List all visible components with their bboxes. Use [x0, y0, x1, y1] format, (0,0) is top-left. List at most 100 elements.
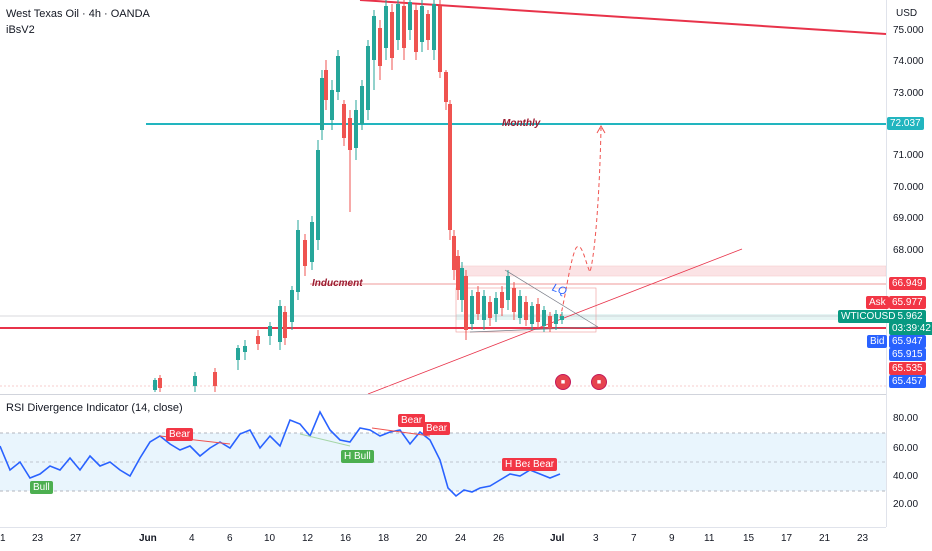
- us-flag-event-icon[interactable]: ■: [591, 374, 607, 390]
- candle-body: [426, 14, 430, 40]
- rsi-tick: 80.00: [893, 413, 919, 424]
- triangle-upper-line: [504, 269, 599, 328]
- monthly-price-tag: 72.037: [887, 117, 924, 130]
- divergence-line: [371, 427, 431, 437]
- candle-body: [342, 104, 346, 138]
- divergence-line: [299, 433, 351, 447]
- candle-body: [524, 302, 528, 320]
- candle-body: [324, 70, 328, 100]
- time-tick: 3: [593, 533, 599, 544]
- rsi-line: [0, 410, 561, 498]
- time-tick: 23: [857, 533, 869, 544]
- indicator-label[interactable]: iBsV2: [6, 24, 35, 36]
- candle-body: [452, 236, 456, 270]
- candle-body: [542, 310, 546, 326]
- candle-body: [460, 268, 464, 300]
- ask-label-tag: Ask: [866, 296, 889, 309]
- candle-body: [456, 256, 460, 290]
- candle-body: [536, 304, 540, 322]
- last-price-tag: 65.962: [889, 310, 926, 323]
- price-tick: 68.000: [893, 245, 924, 256]
- time-tick: 7: [631, 533, 637, 544]
- price-chart[interactable]: [0, 0, 886, 527]
- rsi-hbull-label: H Bull: [341, 450, 374, 463]
- symbol-title[interactable]: West Texas Oil · 4h · OANDA: [6, 8, 150, 20]
- rsi-bear-label: Bear: [423, 422, 451, 435]
- candle-body: [448, 104, 452, 230]
- candle-body: [354, 110, 358, 148]
- candle-body: [432, 4, 436, 50]
- rsi-tick: 60.00: [893, 443, 919, 454]
- candle-body: [512, 288, 516, 312]
- time-tick: 26: [493, 533, 505, 544]
- time-tick: Jun: [139, 533, 157, 544]
- rsi-bear-label: Bear: [530, 458, 558, 471]
- time-tick: 21: [819, 533, 831, 544]
- price-tick: 75.000: [893, 25, 924, 36]
- candle-body: [236, 348, 240, 360]
- candle-body: [348, 118, 352, 150]
- projection-path: [559, 127, 602, 319]
- range-box: [455, 287, 597, 333]
- candle-body: [290, 290, 294, 322]
- candle-body: [372, 16, 376, 60]
- candle-body: [278, 306, 282, 342]
- rsi-title[interactable]: RSI Divergence Indicator (14, close): [6, 402, 183, 414]
- candle-body: [390, 12, 394, 58]
- time-tick: 6: [227, 533, 233, 544]
- time-tick: 1: [0, 533, 6, 544]
- candle-body: [360, 86, 364, 124]
- candle-body: [414, 10, 418, 52]
- low-price-tag: 65.535: [889, 362, 926, 375]
- time-tick: 27: [70, 533, 82, 544]
- time-tick: 24: [455, 533, 467, 544]
- price-axis[interactable]: USD 75.000 74.000 73.000 71.000 70.000 6…: [886, 0, 932, 527]
- rsi-bear-label: Bear: [166, 428, 194, 441]
- candle-body: [384, 6, 388, 48]
- symbol-tag: WTICOUSD: [838, 310, 899, 323]
- monthly-label: Monthly: [502, 118, 541, 129]
- low-price-tag: 65.915: [889, 348, 926, 361]
- countdown-tag: 03:39:42: [889, 322, 932, 335]
- rsi-tick: 20.00: [893, 499, 919, 510]
- candle-body: [494, 298, 498, 314]
- price-tick: 70.000: [893, 182, 924, 193]
- candle-body: [420, 6, 424, 42]
- candle-body: [283, 312, 287, 338]
- time-tick: 9: [669, 533, 675, 544]
- time-tick: 10: [264, 533, 276, 544]
- candle-body: [488, 302, 492, 318]
- price-tick: 73.000: [893, 88, 924, 99]
- time-tick: Jul: [550, 533, 565, 544]
- currency-label: USD: [896, 8, 918, 19]
- rsi-hbear-label: H Bear: [502, 458, 540, 471]
- candle-body: [402, 6, 406, 48]
- us-flag-event-icon[interactable]: ■: [555, 374, 571, 390]
- candle-body: [316, 150, 320, 240]
- bid-price-tag: 65.947: [889, 335, 926, 348]
- inducement-label: Inducment: [312, 278, 363, 289]
- candle-body: [500, 292, 504, 308]
- descending-trendline: [359, 0, 886, 35]
- price-tick: 69.000: [893, 213, 924, 224]
- price-tick: 71.000: [893, 150, 924, 161]
- candle-body: [366, 46, 370, 110]
- time-axis[interactable]: 1 23 27 Jun 4 6 10 12 16 18 20 24 26 Jul…: [0, 527, 886, 551]
- level-price-tag: 66.949: [889, 277, 926, 290]
- pane-separator[interactable]: [0, 394, 886, 395]
- time-tick: 11: [704, 533, 715, 544]
- time-tick: 15: [743, 533, 755, 544]
- candle-body: [408, 2, 412, 30]
- candle-body: [554, 314, 558, 324]
- time-tick: 23: [32, 533, 44, 544]
- candle-body: [464, 276, 468, 330]
- candle-body: [243, 346, 247, 352]
- candle-body: [470, 296, 474, 324]
- candle-body: [310, 222, 314, 262]
- bid-label-tag: Bid: [867, 335, 888, 348]
- candle-body: [560, 316, 564, 320]
- time-tick: 16: [340, 533, 352, 544]
- candle-body: [438, 6, 442, 72]
- candle-body: [303, 240, 307, 266]
- rsi-bear-label: Bear: [398, 414, 426, 427]
